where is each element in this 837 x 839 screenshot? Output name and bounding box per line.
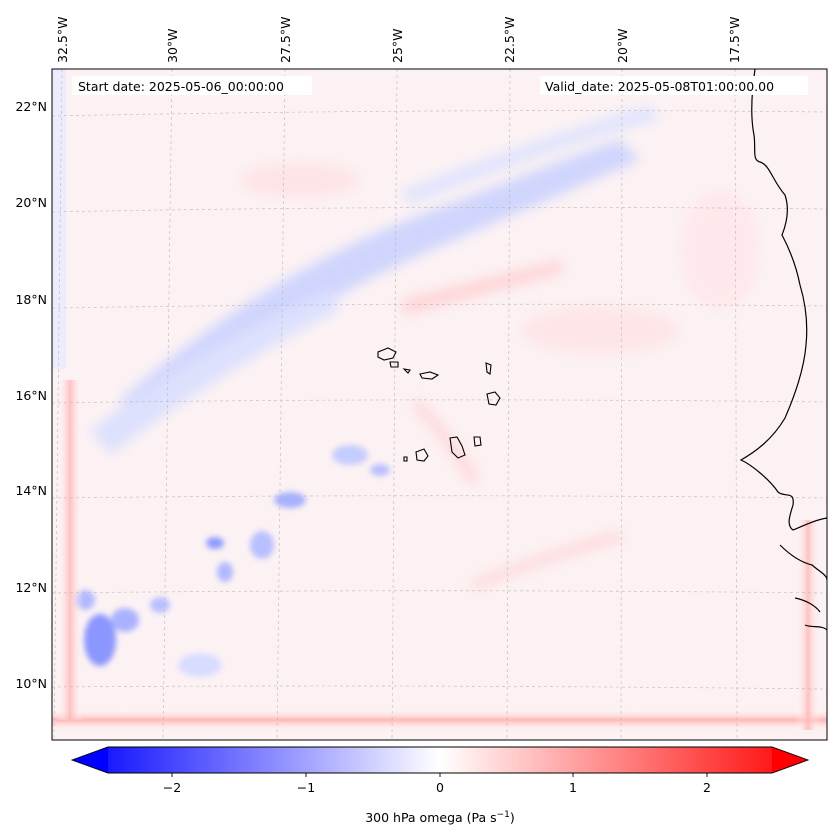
start-date-box xyxy=(72,76,312,95)
map-frame xyxy=(51,68,828,741)
omega-field xyxy=(52,69,827,740)
lat-label: 16°N xyxy=(15,388,47,403)
valid-date-label: Valid_date: 2025-05-08T01:00:00.00 xyxy=(545,79,774,94)
longitude-labels: 32.5°W 30°W 27.5°W 25°W 22.5°W 20°W 17.5… xyxy=(55,17,742,63)
lon-label: 17.5°W xyxy=(727,17,742,63)
lat-label: 12°N xyxy=(15,580,47,595)
cape-verde-islands xyxy=(377,347,501,462)
lat-label: 22°N xyxy=(15,99,47,114)
lat-label: 20°N xyxy=(15,195,47,210)
lat-label: 14°N xyxy=(15,483,47,498)
coastline-africa xyxy=(739,69,827,631)
lat-label: 18°N xyxy=(15,292,47,307)
start-date-label: Start date: 2025-05-06_00:00:00 xyxy=(78,79,284,94)
colorbar-tick: −2 xyxy=(163,780,181,795)
colorbar-tick: 2 xyxy=(703,780,711,795)
lon-label: 30°W xyxy=(165,28,180,63)
colorbar-tick: −1 xyxy=(297,780,315,795)
latitude-labels: 22°N 20°N 18°N 16°N 14°N 12°N 10°N xyxy=(15,99,47,691)
lon-label: 20°W xyxy=(615,28,630,63)
colorbar: −2 −1 0 1 2 300 hPa omega (Pa s−1) xyxy=(70,746,810,825)
colorbar-tick: 1 xyxy=(569,780,577,795)
valid-date-box xyxy=(540,76,808,95)
lon-label: 27.5°W xyxy=(278,17,293,63)
lon-label: 32.5°W xyxy=(55,17,70,63)
colorbar-tick: 0 xyxy=(436,780,444,795)
colorbar-label: 300 hPa omega (Pa s−1) xyxy=(365,810,515,825)
lat-label: 10°N xyxy=(15,676,47,691)
lon-label: 25°W xyxy=(390,28,405,63)
lon-label: 22.5°W xyxy=(502,17,517,63)
